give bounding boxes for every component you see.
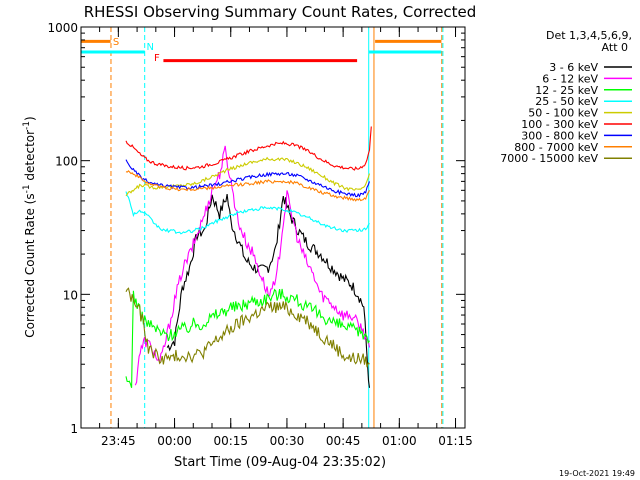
annotations: S NF <box>113 37 160 64</box>
series-line-3 <box>125 191 370 235</box>
series-line-4 <box>125 156 371 197</box>
series-line-0 <box>166 194 371 388</box>
y-axis-label-exp2: -1 <box>22 121 32 130</box>
legend-label: 300 - 800 keV <box>521 129 598 142</box>
y-tick-label: 100 <box>55 155 78 169</box>
x-tick-label: 00:00 <box>157 434 192 448</box>
series-line-7 <box>125 170 370 202</box>
legend-label: 7000 - 15000 keV <box>500 152 598 165</box>
x-tick-label: 00:30 <box>270 434 305 448</box>
y-axis-label-mid: detector <box>23 130 37 185</box>
annotation-n: N <box>147 42 154 53</box>
x-tick-label: 00:45 <box>326 434 361 448</box>
plot-frame <box>80 26 466 429</box>
x-tick-label: 01:00 <box>382 434 417 448</box>
legend-label: 3 - 6 keV <box>549 61 598 74</box>
series-line-5 <box>125 126 372 171</box>
y-tick-label: 10 <box>63 288 78 302</box>
legend-label: 25 - 50 keV <box>535 95 598 108</box>
series-line-6 <box>125 159 371 198</box>
y-tick-label: 1000 <box>47 21 78 35</box>
legend-label: 6 - 12 keV <box>542 72 598 85</box>
axes: 1 10 100 1000 23:45 00:00 00:15 00:30 00:45 01:00… <box>47 21 472 448</box>
series-line-8 <box>125 287 370 368</box>
y-axis-label-exp1: -1 <box>22 184 32 193</box>
series-line-1 <box>134 145 371 386</box>
y-axis-label: Corrected Count Rate (s-1 detector-1) <box>22 116 37 337</box>
legend-header-line1: Det 1,3,4,5,6,9, <box>546 29 632 42</box>
y-axis-label-main: Corrected Count Rate (s <box>23 193 37 337</box>
legend-label: 50 - 100 keV <box>528 107 598 120</box>
chart-title: RHESSI Observing Summary Count Rates, Co… <box>84 3 477 21</box>
legend-label: 800 - 7000 keV <box>514 141 598 154</box>
x-tick-label: 01:15 <box>438 434 473 448</box>
x-axis-label: Start Time (09-Aug-04 23:35:02) <box>174 455 386 470</box>
timestamp: 19-Oct-2021 19:49 <box>559 469 635 478</box>
legend-label: 100 - 300 keV <box>521 118 598 131</box>
x-tick-label: 00:15 <box>213 434 248 448</box>
series-line-2 <box>125 288 370 388</box>
legend-label: 12 - 25 keV <box>535 84 598 97</box>
y-tick-label: 1 <box>70 422 78 436</box>
x-tick-label: 23:45 <box>101 434 136 448</box>
plot-data <box>81 27 444 428</box>
legend-header-line2: Att 0 <box>602 41 628 54</box>
annotation-f: F <box>154 53 160 64</box>
y-axis-label-end: ) <box>23 116 37 121</box>
annotation-s: S <box>113 37 119 48</box>
